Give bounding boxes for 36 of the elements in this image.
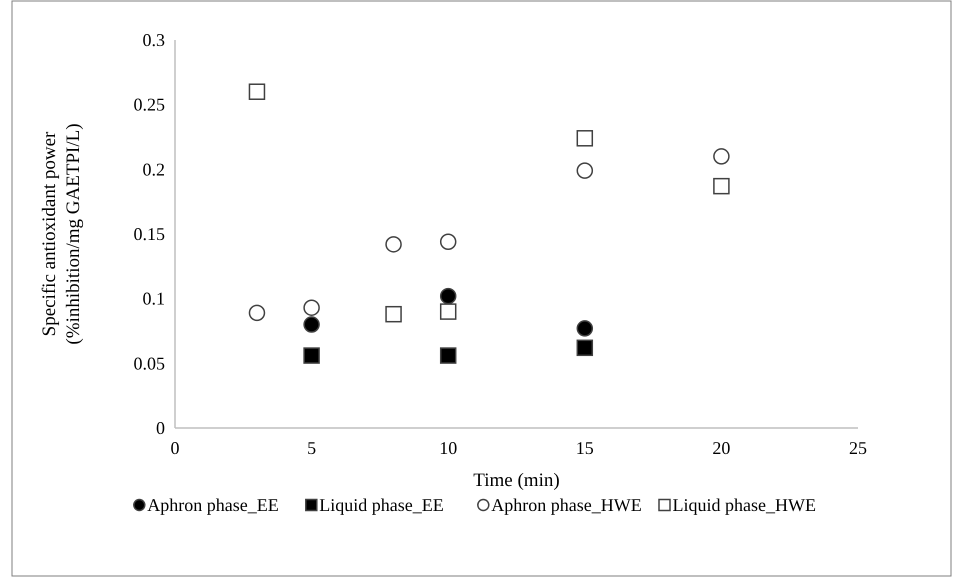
- legend-label: Liquid phase_HWE: [672, 495, 816, 515]
- point: [440, 288, 456, 304]
- point: [385, 236, 402, 253]
- y-tick-label: 0.1: [142, 288, 165, 309]
- point: [303, 316, 320, 333]
- x-tick-label: 15: [576, 438, 594, 458]
- point: [385, 306, 402, 322]
- y-axis-title: Specific antioxidant power (%inhibition/mg GAETPI/L): [39, 123, 84, 345]
- y-tick-label: 0.15: [134, 224, 165, 244]
- point: [248, 304, 266, 322]
- x-tick-label: 25: [849, 438, 867, 458]
- point: [713, 178, 730, 194]
- point: [576, 320, 594, 337]
- legend-label: Aphron phase_EE: [147, 495, 279, 515]
- point: [440, 234, 456, 250]
- x-tick-label: 20: [712, 438, 730, 458]
- y-tick-label: 0.2: [142, 159, 165, 180]
- point: [576, 162, 594, 179]
- x-tick-label: 10: [439, 438, 458, 458]
- y-tick-label: 0.3: [142, 30, 165, 50]
- legend-label: Aphron phase_HWE: [491, 495, 642, 515]
- point: [303, 347, 320, 364]
- point: [576, 130, 594, 147]
- y-tick-label: 0.05: [134, 353, 165, 374]
- legend-label: Liquid phase_EE: [319, 495, 444, 515]
- point: [440, 303, 456, 320]
- x-axis-title: Time (min): [473, 470, 560, 491]
- point: [713, 148, 730, 165]
- y-tick-label: 0: [156, 418, 165, 438]
- point: [576, 340, 594, 356]
- y-tick-label: 0.25: [134, 94, 165, 115]
- point: [303, 299, 320, 316]
- point: [440, 347, 456, 364]
- x-tick-label: 0: [170, 438, 180, 458]
- point: [248, 83, 266, 100]
- x-tick-label: 5: [307, 438, 316, 458]
